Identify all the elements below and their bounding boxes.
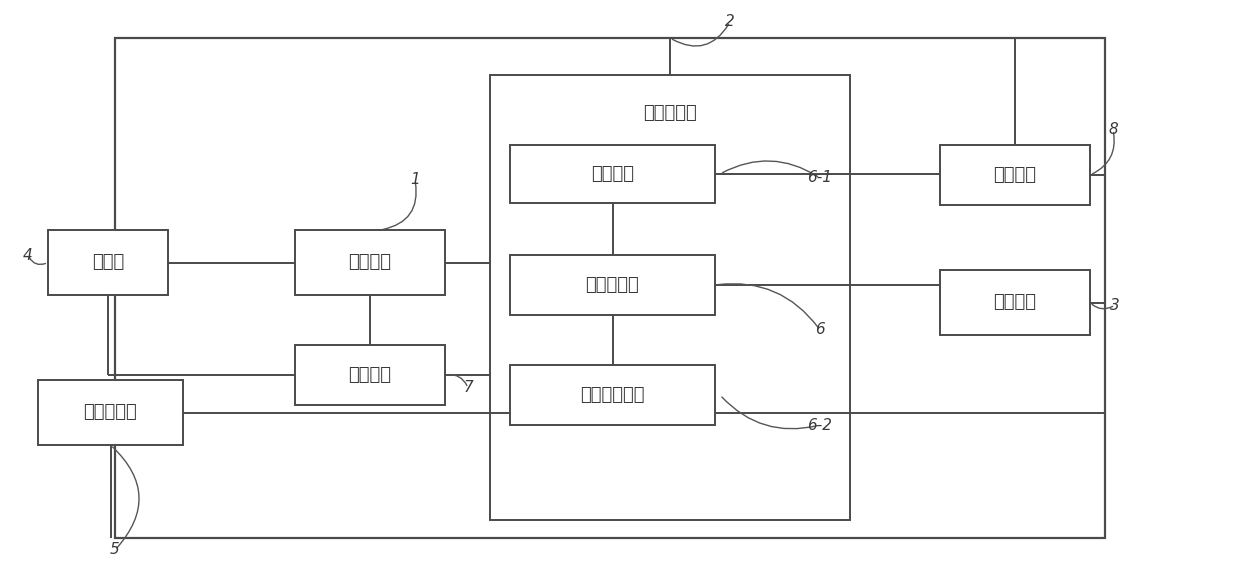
Text: 6-2: 6-2 bbox=[807, 417, 832, 433]
Text: 断路器一: 断路器一 bbox=[348, 366, 392, 384]
Bar bbox=[510, 255, 715, 315]
Text: 内层加热片: 内层加热片 bbox=[585, 276, 640, 294]
Text: 1: 1 bbox=[410, 173, 420, 188]
Text: 4: 4 bbox=[24, 248, 33, 262]
Text: 断路器二: 断路器二 bbox=[993, 166, 1037, 184]
Bar bbox=[295, 230, 445, 295]
Bar bbox=[510, 365, 715, 425]
Text: 8: 8 bbox=[1109, 122, 1118, 138]
Text: 充电电源: 充电电源 bbox=[993, 293, 1037, 311]
Bar bbox=[295, 345, 445, 405]
Bar bbox=[48, 230, 167, 295]
Text: 外层隔热薄膜: 外层隔热薄膜 bbox=[580, 386, 645, 404]
Bar bbox=[115, 38, 1105, 538]
Text: 3: 3 bbox=[1110, 297, 1120, 312]
Text: 单片机: 单片机 bbox=[92, 254, 124, 272]
Text: 7: 7 bbox=[463, 381, 472, 395]
Bar bbox=[38, 380, 184, 445]
Text: 6-1: 6-1 bbox=[807, 170, 832, 185]
Text: 温度传感器: 温度传感器 bbox=[83, 403, 138, 422]
Text: 5: 5 bbox=[110, 543, 120, 557]
Text: 2: 2 bbox=[725, 15, 735, 30]
Text: 6: 6 bbox=[815, 322, 825, 338]
Text: 导热硅脂: 导热硅脂 bbox=[591, 165, 634, 183]
Bar bbox=[940, 145, 1090, 205]
Bar bbox=[940, 270, 1090, 335]
Bar bbox=[490, 75, 849, 520]
Text: 锂电池组: 锂电池组 bbox=[348, 254, 392, 272]
Bar bbox=[510, 145, 715, 203]
Text: 加热保温套: 加热保温套 bbox=[644, 104, 697, 122]
